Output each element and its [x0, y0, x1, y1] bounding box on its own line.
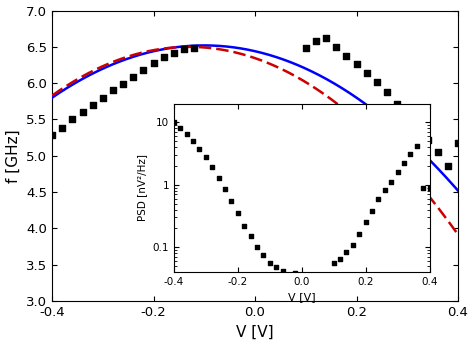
Point: [191, 45, 198, 50]
Point: [99, 95, 107, 100]
Point: [180, 46, 188, 52]
Point: [160, 54, 167, 60]
Point: [150, 60, 157, 66]
Point: [383, 89, 391, 95]
Point: [434, 149, 441, 155]
Point: [79, 109, 86, 115]
Point: [58, 126, 66, 131]
Point: [403, 114, 411, 119]
Point: [48, 133, 56, 138]
Point: [119, 81, 127, 87]
Point: [393, 101, 401, 106]
Point: [353, 61, 360, 67]
X-axis label: V [V]: V [V]: [236, 324, 274, 339]
Point: [170, 50, 178, 56]
Point: [312, 38, 320, 44]
Point: [140, 67, 147, 73]
Y-axis label: f [GHz]: f [GHz]: [6, 129, 20, 183]
Point: [424, 137, 431, 142]
Point: [89, 102, 97, 108]
Point: [343, 53, 350, 58]
Point: [109, 88, 117, 93]
Point: [373, 79, 381, 85]
Point: [302, 46, 310, 51]
Point: [322, 36, 330, 41]
Point: [69, 117, 76, 122]
Point: [444, 163, 452, 169]
Point: [129, 74, 137, 79]
Point: [454, 140, 462, 146]
Point: [414, 126, 421, 131]
Point: [363, 70, 371, 76]
Point: [332, 44, 340, 50]
